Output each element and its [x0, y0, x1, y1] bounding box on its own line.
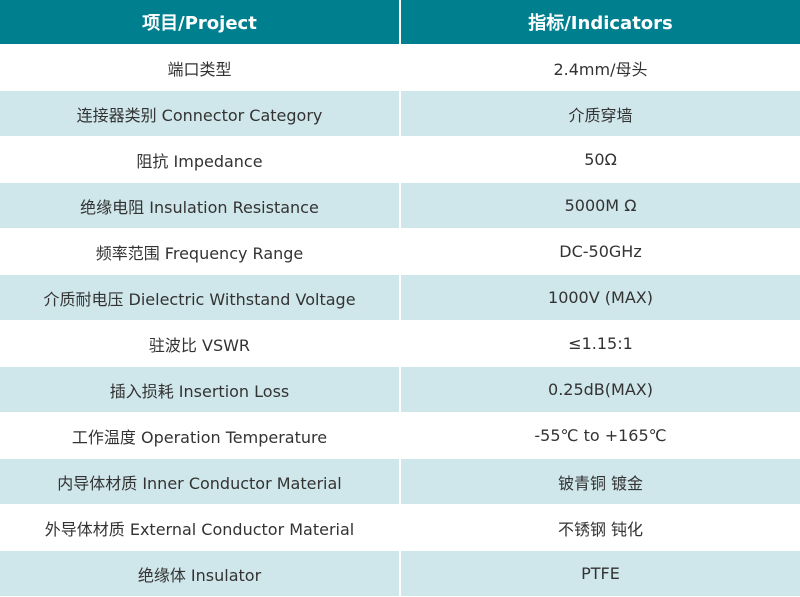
table-row: 阻抗 Impedance 50Ω — [0, 136, 800, 183]
project-cell: 绝缘电阻 Insulation Resistance — [0, 182, 401, 229]
table-row: 端口类型 2.4mm/母头 — [0, 44, 800, 91]
project-cell: 绝缘体 Insulator — [0, 550, 401, 597]
indicator-cell: 2.4mm/母头 — [400, 44, 800, 91]
table-row: 连接器类别 Connector Category 介质穿墙 — [0, 90, 800, 137]
project-cell: 内导体材质 Inner Conductor Material — [0, 458, 401, 505]
indicator-cell: -55℃ to +165℃ — [400, 412, 800, 459]
table-row: 驻波比 VSWR ≤1.15:1 — [0, 320, 800, 367]
project-cell: 连接器类别 Connector Category — [0, 90, 401, 137]
indicator-cell: 铍青铜 镀金 — [400, 458, 800, 505]
project-cell: 阻抗 Impedance — [0, 136, 401, 183]
table-row: 频率范围 Frequency Range DC-50GHz — [0, 228, 800, 275]
project-cell: 插入损耗 Insertion Loss — [0, 366, 401, 413]
table-row: 绝缘体 Insulator PTFE — [0, 550, 800, 597]
indicator-cell: PTFE — [400, 550, 800, 597]
table-row: 绝缘电阻 Insulation Resistance 5000M Ω — [0, 182, 800, 229]
project-cell: 端口类型 — [0, 44, 401, 91]
project-cell: 介质耐电压 Dielectric Withstand Voltage — [0, 274, 401, 321]
header-indicators: 指标/Indicators — [400, 0, 800, 45]
indicator-cell: 1000V (MAX) — [400, 274, 800, 321]
header-project: 项目/Project — [0, 0, 401, 45]
indicator-cell: 介质穿墙 — [400, 90, 800, 137]
project-cell: 工作温度 Operation Temperature — [0, 412, 401, 459]
project-cell: 外导体材质 External Conductor Material — [0, 504, 401, 551]
indicator-cell: 50Ω — [400, 136, 800, 183]
indicator-cell: 5000M Ω — [400, 182, 800, 229]
table-header-row: 项目/Project 指标/Indicators — [0, 0, 800, 45]
project-cell: 频率范围 Frequency Range — [0, 228, 401, 275]
indicator-cell: 0.25dB(MAX) — [400, 366, 800, 413]
table-row: 插入损耗 Insertion Loss 0.25dB(MAX) — [0, 366, 800, 413]
indicator-cell: DC-50GHz — [400, 228, 800, 275]
table-row: 内导体材质 Inner Conductor Material 铍青铜 镀金 — [0, 458, 800, 505]
indicator-cell: ≤1.15:1 — [400, 320, 800, 367]
indicator-cell: 不锈钢 钝化 — [400, 504, 800, 551]
project-cell: 驻波比 VSWR — [0, 320, 401, 367]
table-row: 外导体材质 External Conductor Material 不锈钢 钝化 — [0, 504, 800, 551]
table-row: 介质耐电压 Dielectric Withstand Voltage 1000V … — [0, 274, 800, 321]
table-row: 工作温度 Operation Temperature -55℃ to +165℃ — [0, 412, 800, 459]
